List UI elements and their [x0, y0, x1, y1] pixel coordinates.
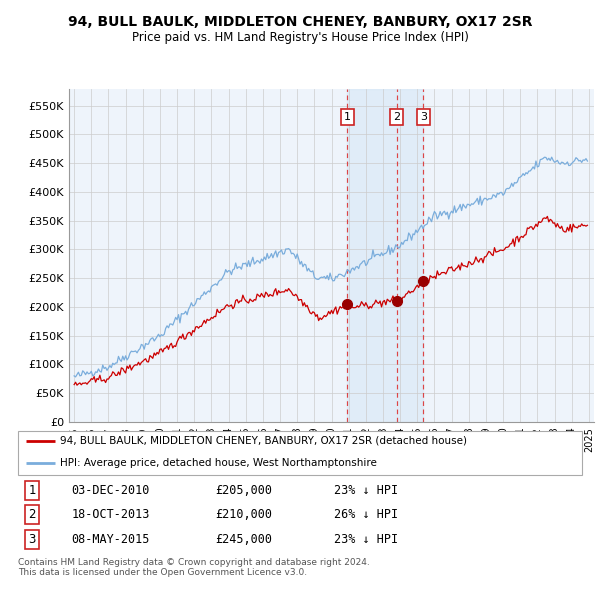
Text: 1: 1	[28, 484, 36, 497]
Text: 03-DEC-2010: 03-DEC-2010	[71, 484, 150, 497]
Text: 23% ↓ HPI: 23% ↓ HPI	[334, 484, 398, 497]
Text: 08-MAY-2015: 08-MAY-2015	[71, 533, 150, 546]
Text: 1: 1	[344, 112, 351, 122]
Text: 26% ↓ HPI: 26% ↓ HPI	[334, 508, 398, 522]
Text: £210,000: £210,000	[215, 508, 272, 522]
Text: 2: 2	[28, 508, 36, 522]
Text: £205,000: £205,000	[215, 484, 272, 497]
Text: Price paid vs. HM Land Registry's House Price Index (HPI): Price paid vs. HM Land Registry's House …	[131, 31, 469, 44]
Text: 2: 2	[393, 112, 400, 122]
Text: Contains HM Land Registry data © Crown copyright and database right 2024.
This d: Contains HM Land Registry data © Crown c…	[18, 558, 370, 577]
Text: 18-OCT-2013: 18-OCT-2013	[71, 508, 150, 522]
Text: 94, BULL BAULK, MIDDLETON CHENEY, BANBURY, OX17 2SR: 94, BULL BAULK, MIDDLETON CHENEY, BANBUR…	[68, 15, 532, 29]
Text: £245,000: £245,000	[215, 533, 272, 546]
Text: 3: 3	[28, 533, 36, 546]
Bar	[347, 88, 424, 422]
Text: 94, BULL BAULK, MIDDLETON CHENEY, BANBURY, OX17 2SR (detached house): 94, BULL BAULK, MIDDLETON CHENEY, BANBUR…	[60, 436, 467, 446]
Text: 23% ↓ HPI: 23% ↓ HPI	[334, 533, 398, 546]
Text: HPI: Average price, detached house, West Northamptonshire: HPI: Average price, detached house, West…	[60, 458, 377, 468]
Text: 3: 3	[420, 112, 427, 122]
